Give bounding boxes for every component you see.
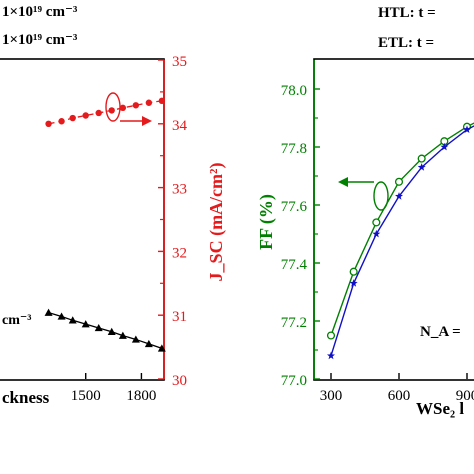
- jsc-axis-label: J_SC (mA/cm²): [206, 163, 227, 282]
- right-axis-arrow-head: [142, 116, 152, 126]
- data-point: [144, 339, 153, 348]
- jsc-series: [45, 97, 166, 128]
- left-axis-arrow-head: [338, 177, 348, 187]
- data-point: [349, 279, 358, 287]
- data-point: [81, 320, 90, 328]
- series-line: [330, 122, 474, 336]
- right-x-tick-label: 600: [388, 388, 411, 404]
- right-annotation: N_A =: [420, 324, 461, 340]
- data-point: [119, 104, 127, 112]
- ff-y-tick-label: 77.0: [281, 373, 307, 389]
- ff-y-tick-label: 77.6: [281, 199, 308, 215]
- right-y-tick-label: 34: [172, 118, 188, 134]
- left-x-axis-label: ckness: [2, 388, 50, 407]
- data-point: [145, 99, 153, 106]
- right-y-tick-label: 31: [172, 309, 187, 325]
- data-point: [327, 351, 335, 360]
- ff-y-tick-label: 77.8: [281, 141, 307, 157]
- right-y-tick-label: 32: [172, 245, 187, 261]
- data-point: [326, 331, 336, 340]
- data-point: [94, 323, 103, 332]
- right-x-axis-label: WSe₂ l: [416, 399, 464, 418]
- right-y-tick-label: 33: [172, 182, 187, 198]
- data-point: [57, 312, 66, 320]
- data-point: [157, 344, 166, 352]
- series-line: [48, 312, 163, 349]
- data-point: [440, 142, 449, 151]
- right-y-tick-label: 30: [172, 373, 187, 389]
- ff-y-tick-label: 78.0: [281, 83, 307, 99]
- data-point: [131, 335, 140, 343]
- data-point: [107, 327, 116, 335]
- data-point: [108, 107, 115, 114]
- data-point: [372, 218, 381, 227]
- series-line: [48, 100, 162, 125]
- data-point: [95, 109, 102, 117]
- series-line: [330, 125, 474, 357]
- right-header-line-2: ETL: t =: [378, 35, 434, 51]
- left-annotation: cm⁻³: [2, 313, 31, 328]
- data-point: [45, 120, 52, 128]
- data-point: [394, 177, 404, 186]
- ff-green-series: [326, 122, 474, 340]
- left-series-marker-ellipse: [105, 92, 121, 122]
- ff-y-tick-label: 77.2: [281, 315, 307, 331]
- right-x-ticks: 300 600 900: [320, 373, 474, 404]
- right-x-tick-label: 900: [456, 388, 474, 404]
- data-point: [58, 118, 65, 125]
- ff-y-tick-label: 77.4: [281, 257, 308, 273]
- left-header-line-1: 1×10¹⁹ cm⁻³: [2, 4, 78, 20]
- ff-blue-series: [327, 125, 474, 360]
- data-point: [417, 163, 426, 171]
- data-point: [372, 229, 381, 238]
- left-x-ticks: 1500 1800: [71, 373, 156, 404]
- data-point: [69, 114, 76, 122]
- left-chart-panel: 1×10¹⁹ cm⁻³ 1×10¹⁹ cm⁻³ 30 31 32 33 34 35 150…: [0, 4, 227, 407]
- right-x-tick-label: 300: [320, 388, 343, 404]
- data-point: [417, 154, 426, 163]
- data-point: [158, 97, 166, 105]
- right-chart-panel: HTL: t = ETL: t = 77.0 77.2 77.4 77.6 77.8 78…: [256, 5, 474, 418]
- left-x-tick-label: 1500: [71, 388, 101, 404]
- right-header-line-1: HTL: t =: [378, 5, 436, 21]
- data-point: [395, 192, 403, 200]
- data-point: [118, 331, 127, 339]
- left-x-tick-label: 1800: [126, 388, 156, 404]
- data-point: [68, 316, 77, 324]
- right-y-ticks: 77.0 77.2 77.4 77.6 77.8 78.0: [281, 60, 320, 389]
- right-y-tick-label: 35: [172, 54, 187, 70]
- left-plot-frame: [0, 58, 165, 381]
- data-point: [349, 267, 358, 276]
- left-header-line-2: 1×10¹⁹ cm⁻³: [2, 32, 78, 48]
- data-point: [82, 112, 89, 119]
- black-series: [44, 308, 166, 352]
- ff-axis-label: FF (%): [256, 194, 277, 250]
- left-right-axis: 30 31 32 33 34 35: [158, 54, 188, 389]
- data-point: [132, 102, 140, 109]
- left-axis-marker-ellipse: [373, 181, 389, 211]
- data-point: [44, 308, 53, 316]
- data-point: [463, 125, 471, 133]
